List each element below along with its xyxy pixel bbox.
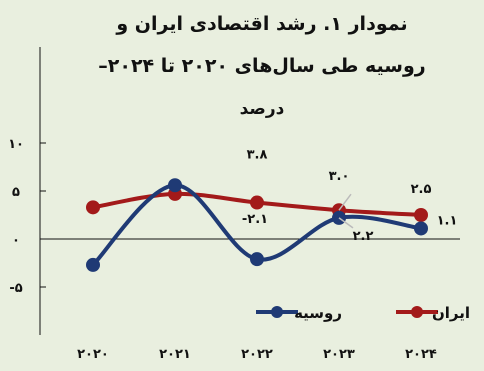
data-label: -۲.۱ <box>242 212 268 227</box>
y-tick-label: -۵ <box>9 281 22 296</box>
leader-line <box>338 193 352 211</box>
y-tick-label: ۱۰ <box>8 137 24 152</box>
series-point-0 <box>414 208 428 222</box>
data-label: ۳.۸ <box>247 148 268 163</box>
legend-swatch-marker <box>411 306 423 318</box>
legend: ایران روسیه <box>256 304 470 322</box>
y-tick-label: ۵ <box>12 185 20 200</box>
chart-title-line-1: نمودار ۱. رشد اقتصادی ایران و <box>115 13 407 35</box>
y-tick-label: ۰ <box>12 233 20 248</box>
legend-label: روسیه <box>294 304 342 322</box>
x-tick-label: ۲۰۲۱ <box>159 347 191 362</box>
series-point-0 <box>86 200 100 215</box>
x-tick-label: ۲۰۲۳ <box>323 347 355 362</box>
series-point-1 <box>414 221 428 236</box>
data-label: ۲.۲ <box>353 229 374 244</box>
x-ticks: ۲۰۲۰ ۲۰۲۱ ۲۰۲۲ ۲۰۲۳ ۲۰۲۴ <box>77 347 437 362</box>
x-tick-label: ۲۰۲۴ <box>405 347 437 362</box>
chart-title-line-2: روسیه طی سال‌های ۲۰۲۰ تا ۲۰۲۴– <box>98 55 425 77</box>
series-point-1 <box>86 257 100 272</box>
chart-unit-label: درصد <box>240 99 285 119</box>
legend-label: ایران <box>432 304 470 322</box>
data-label: ۳.۰ <box>329 169 350 184</box>
series-point-0 <box>250 195 264 210</box>
series-layer <box>86 178 428 272</box>
y-ticks: ۱۰ ۵ ۰ -۵ <box>8 137 46 296</box>
data-label: ۱.۱ <box>437 213 458 228</box>
chart-title: نمودار ۱. رشد اقتصادی ایران و روسیه طی س… <box>98 13 425 119</box>
x-tick-label: ۲۰۲۲ <box>241 347 273 362</box>
series-point-1 <box>168 178 182 193</box>
leader-line <box>338 217 354 229</box>
series-point-1 <box>250 252 264 267</box>
data-labels: ۳.۸ ۳.۰ ۲.۵ -۲.۱ ۲.۲ ۱.۱ <box>242 148 458 244</box>
data-label: ۲.۵ <box>411 182 432 197</box>
x-tick-label: ۲۰۲۰ <box>77 347 109 362</box>
legend-swatch-marker <box>271 306 283 318</box>
